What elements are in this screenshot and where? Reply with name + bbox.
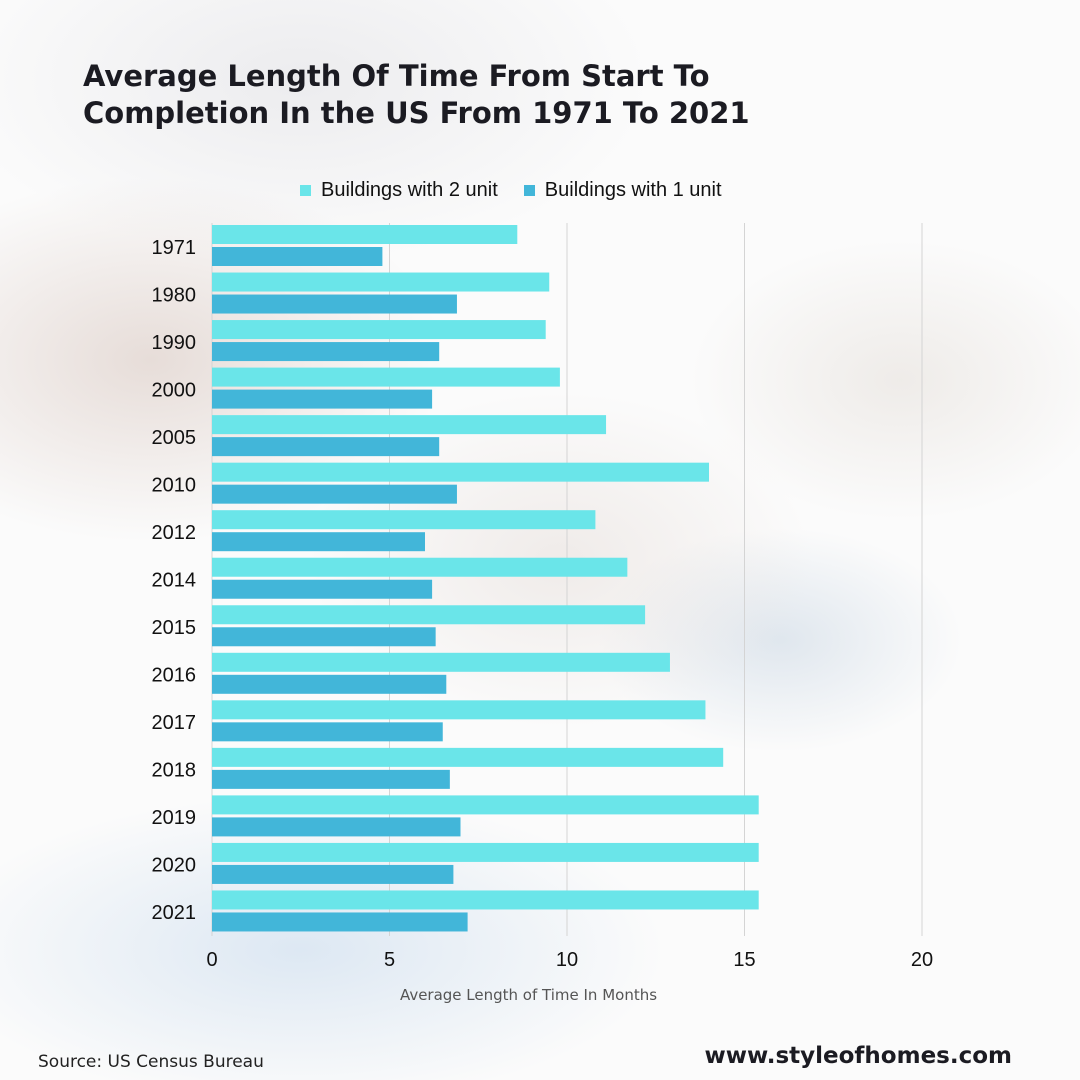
bar-two-unit (212, 225, 518, 244)
y-tick-label: 2012 (152, 522, 197, 544)
legend-swatch-one-unit (523, 184, 535, 196)
bar-one-unit (212, 722, 443, 742)
y-tick-label: 2014 (152, 570, 197, 592)
bar-two-unit (212, 510, 596, 530)
bar-two-unit (212, 890, 759, 910)
x-tick-label: 0 (206, 949, 217, 971)
y-tick-label: 2017 (152, 712, 197, 734)
bar-one-unit (212, 247, 383, 266)
bar-one-unit (212, 437, 440, 457)
bar-one-unit (212, 532, 425, 552)
legend-swatch-two-unit (300, 184, 311, 196)
website-url: www.styleofhomes.com (704, 1043, 1012, 1069)
y-tick-label: 2020 (152, 855, 197, 877)
bar-two-unit (212, 795, 759, 815)
y-tick-label: 2019 (152, 807, 197, 829)
chart-title: Average Length Of Time From Start To Com… (83, 59, 750, 130)
bar-chart: 0 5 10 15 20 1971 1980 1990 2000 2005 2010 2012 2014… (152, 223, 933, 971)
x-axis-label: Average Length of Time In Months (399, 986, 658, 1004)
x-tick-label: 15 (733, 949, 755, 971)
bar-one-unit (212, 674, 447, 694)
bar-two-unit (212, 605, 646, 625)
y-tick-label: 2000 (152, 379, 197, 401)
bar-two-unit (212, 367, 560, 387)
y-tick-label: 2010 (152, 474, 197, 496)
bar-two-unit (212, 747, 724, 767)
x-tick-label: 5 (384, 949, 395, 971)
source-note: Source: US Census Bureau (38, 1052, 264, 1072)
bar-two-unit (212, 842, 759, 862)
bar-two-unit (212, 462, 709, 482)
bar-two-unit (212, 652, 670, 672)
y-tick-label: 1980 (152, 284, 197, 306)
bar-one-unit (212, 579, 433, 599)
y-tick-label: 2015 (152, 617, 197, 639)
legend-item-one-unit: Buildings with 1 unit (523, 178, 722, 202)
bar-one-unit (212, 342, 440, 362)
legend-item-two-unit: Buildings with 2 unit (300, 179, 498, 202)
y-tick-label: 1971 (152, 237, 197, 259)
bar-two-unit (212, 415, 607, 435)
y-tick-label: 2016 (152, 665, 197, 687)
x-tick-label: 10 (556, 949, 578, 971)
bar-one-unit (212, 294, 457, 314)
x-tick-label: 20 (911, 949, 933, 971)
bar-two-unit (212, 700, 706, 720)
bar-two-unit (212, 320, 546, 340)
bar-one-unit (212, 769, 450, 789)
bar-one-unit (212, 484, 457, 504)
y-tick-label: 2021 (152, 902, 197, 924)
bar-two-unit (212, 557, 628, 577)
bar-one-unit (212, 912, 468, 932)
legend-label-one-unit: Buildings with 1 unit (544, 178, 722, 201)
legend: Buildings with 2 unit Buildings with 1 u… (300, 178, 722, 202)
bar-one-unit (212, 864, 454, 884)
bar-one-unit (212, 817, 461, 837)
bar-two-unit (212, 272, 550, 292)
y-tick-label: 1990 (152, 332, 197, 354)
bar-one-unit (212, 627, 436, 647)
y-tick-label: 2005 (152, 427, 197, 449)
legend-label-two-unit: Buildings with 2 unit (321, 178, 498, 201)
bar-one-unit (212, 389, 433, 409)
y-tick-label: 2018 (152, 760, 197, 782)
